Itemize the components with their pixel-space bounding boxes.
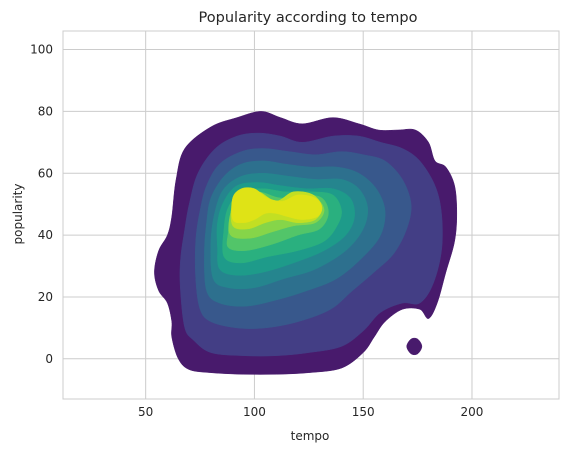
x-tick-label: 100 <box>243 405 266 419</box>
y-axis-ticks: 0 20 40 60 80 100 <box>30 43 53 366</box>
x-axis-ticks: 50 100 150 200 <box>138 405 483 419</box>
x-axis-label: tempo <box>291 429 330 443</box>
y-tick-label: 0 <box>45 352 53 366</box>
y-axis-label: popularity <box>11 184 25 245</box>
x-tick-label: 150 <box>352 405 375 419</box>
density-contours <box>154 111 458 375</box>
plot-frame <box>62 30 560 400</box>
density-level-11 <box>231 187 323 224</box>
y-tick-label: 20 <box>38 290 53 304</box>
chart-title: Popularity according to tempo <box>199 10 418 26</box>
y-tick-label: 100 <box>30 43 53 57</box>
density-level-1 <box>406 337 423 356</box>
y-tick-label: 80 <box>38 104 53 118</box>
y-tick-label: 60 <box>38 166 53 180</box>
x-tick-label: 200 <box>461 405 484 419</box>
y-tick-label: 40 <box>38 228 53 242</box>
x-tick-label: 50 <box>138 405 153 419</box>
